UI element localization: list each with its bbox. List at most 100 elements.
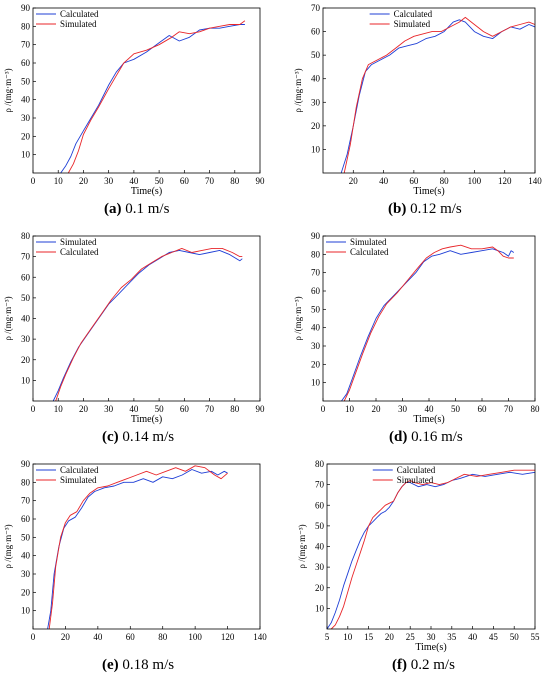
chart-b-plot-frame bbox=[322, 7, 536, 174]
chart-f-y-tick-label: 70 bbox=[315, 480, 325, 490]
caption-f-letter: (f) bbox=[392, 657, 407, 673]
chart-a-x-tick-label: 30 bbox=[104, 176, 114, 186]
caption-e-letter: (e) bbox=[102, 657, 119, 673]
chart-f-y-tick-label: 40 bbox=[315, 542, 325, 552]
chart-d-y-tick-label: 80 bbox=[311, 249, 321, 259]
chart-e-x-tick-label: 20 bbox=[61, 632, 71, 642]
caption-b-letter: (b) bbox=[388, 201, 407, 217]
chart-e-x-tick-label: 100 bbox=[188, 632, 202, 642]
chart-e-legend-label-simulated: Simulated bbox=[60, 475, 97, 485]
chart-e-series-simulated-line bbox=[48, 465, 228, 630]
chart-a-y-tick-label: 10 bbox=[21, 150, 31, 160]
chart-a-y-tick-label: 50 bbox=[21, 76, 31, 86]
chart-c-x-axis-label: Time(s) bbox=[131, 414, 162, 425]
chart-d-legend-label-simulated: Simulated bbox=[350, 237, 387, 247]
chart-panel-a: 0 10 20 30 40 50 60 70 80 90 10 20 30 40 50 60 70 80 90 Tim… bbox=[0, 0, 275, 200]
chart-b-x-tick-label: 20 bbox=[349, 176, 359, 186]
chart-d: 0 10 20 30 40 50 60 70 80 10 20 30 40 50 60 70 80 90 Time(… bbox=[293, 231, 540, 425]
chart-c-x-tick-label: 20 bbox=[79, 404, 89, 414]
chart-c-y-axis-label: ρ /(mg·m⁻³) bbox=[3, 296, 13, 340]
chart-c-plot-frame bbox=[32, 235, 261, 402]
chart-e-series-calculated-line bbox=[47, 469, 228, 630]
chart-e: 0 20 40 60 80 100 120 140 10 20 30 40 50 60 70 80 90 ρ /(… bbox=[3, 459, 267, 642]
chart-a-y-tick-label: 20 bbox=[21, 131, 31, 141]
chart-panel-d: 0 10 20 30 40 50 60 70 80 10 20 30 40 50 60 70 80 90 Time(… bbox=[275, 228, 550, 428]
chart-a-x-tick-label: 10 bbox=[54, 176, 64, 186]
chart-b-y-tick-label: 10 bbox=[311, 144, 321, 154]
chart-e-y-tick-label: 80 bbox=[21, 477, 31, 487]
chart-b-x-tick-label: 120 bbox=[498, 176, 512, 186]
chart-f-x-tick-label: 40 bbox=[468, 632, 478, 642]
caption-f: (f) 0.2 m/s bbox=[392, 657, 455, 674]
chart-c-y-tick-label: 80 bbox=[21, 231, 31, 241]
chart-f-x-tick-label: 50 bbox=[510, 632, 520, 642]
chart-b-y-axis-label: ρ /(mg·m⁻³) bbox=[293, 68, 303, 112]
chart-f-x-tick-label: 20 bbox=[385, 632, 395, 642]
chart-a-legend-label-calculated: Calculated bbox=[60, 9, 99, 19]
caption-d-text: 0.16 m/s bbox=[411, 429, 463, 445]
chart-b-x-axis-label: Time(s) bbox=[413, 186, 444, 197]
chart-a-series-calculated-line bbox=[60, 24, 245, 174]
chart-e-y-tick-label: 30 bbox=[21, 569, 31, 579]
chart-panel-f: 5 10 15 20 25 30 35 40 45 50 55 10 20 30 40 50 60 70 80 Tim… bbox=[275, 456, 550, 656]
chart-b-y-tick-label: 20 bbox=[311, 121, 321, 131]
chart-e-y-tick-label: 60 bbox=[21, 514, 31, 524]
chart-f: 5 10 15 20 25 30 35 40 45 50 55 10 20 30 40 50 60 70 80 Tim… bbox=[297, 459, 541, 653]
chart-c-legend-label-calculated: Calculated bbox=[60, 247, 99, 257]
chart-b-x-tick-label: 40 bbox=[379, 176, 389, 186]
chart-c-y-tick-label: 60 bbox=[21, 272, 31, 282]
chart-b-legend-label-simulated: Simulated bbox=[394, 19, 431, 29]
chart-e-y-tick-label: 70 bbox=[21, 496, 31, 506]
chart-e-y-axis-label: ρ /(mg·m⁻³) bbox=[3, 524, 13, 568]
chart-b-x-tick-label: 140 bbox=[528, 176, 542, 186]
chart-e-x-tick-label: 0 bbox=[31, 632, 36, 642]
chart-d-x-tick-label: 20 bbox=[372, 404, 382, 414]
chart-e-plot-frame bbox=[32, 463, 261, 630]
chart-c-x-tick-label: 80 bbox=[230, 404, 240, 414]
chart-b-x-tick-label: 60 bbox=[409, 176, 419, 186]
chart-a-plot-frame bbox=[32, 7, 261, 174]
chart-f-x-tick-label: 25 bbox=[406, 632, 416, 642]
chart-e-y-tick-label: 90 bbox=[21, 459, 31, 469]
chart-a-x-tick-label: 70 bbox=[205, 176, 215, 186]
chart-d-y-axis-label: ρ /(mg·m⁻³) bbox=[293, 296, 303, 340]
chart-d-y-tick-label: 40 bbox=[311, 323, 321, 333]
chart-d-legend-label-calculated: Calculated bbox=[350, 247, 389, 257]
chart-f-x-tick-label: 5 bbox=[325, 632, 330, 642]
chart-d-x-tick-label: 40 bbox=[425, 404, 435, 414]
chart-b-x-tick-label: 100 bbox=[468, 176, 482, 186]
chart-a-y-axis-label: ρ /(mg·m⁻³) bbox=[3, 68, 13, 112]
chart-f-x-tick-label: 35 bbox=[447, 632, 457, 642]
chart-c-x-tick-label: 40 bbox=[129, 404, 139, 414]
chart-a-x-tick-label: 20 bbox=[79, 176, 89, 186]
chart-f-y-tick-label: 10 bbox=[315, 603, 325, 613]
chart-f-y-tick-label: 20 bbox=[315, 583, 325, 593]
chart-a-y-tick-label: 30 bbox=[21, 113, 31, 123]
chart-b-y-tick-label: 50 bbox=[311, 50, 321, 60]
chart-d-series-calculated-line bbox=[343, 244, 514, 402]
chart-f-x-tick-label: 55 bbox=[531, 632, 541, 642]
chart-a-y-tick-label: 70 bbox=[21, 40, 31, 50]
chart-f-y-tick-label: 80 bbox=[315, 459, 325, 469]
chart-d-x-tick-label: 30 bbox=[398, 404, 408, 414]
chart-b-y-tick-label: 30 bbox=[311, 97, 321, 107]
chart-panel-b: 20 40 60 80 100 120 140 10 20 30 40 50 60 70 Time(s) ρ … bbox=[275, 0, 550, 200]
chart-c-y-tick-label: 30 bbox=[21, 334, 31, 344]
chart-f-x-tick-label: 10 bbox=[343, 632, 353, 642]
chart-e-y-tick-label: 40 bbox=[21, 551, 31, 561]
chart-d-x-tick-label: 70 bbox=[504, 404, 514, 414]
caption-e-text: 0.18 m/s bbox=[122, 657, 175, 673]
chart-c-legend-label-simulated: Simulated bbox=[60, 237, 97, 247]
chart-d-y-tick-label: 30 bbox=[311, 341, 321, 351]
chart-f-y-tick-label: 50 bbox=[315, 521, 325, 531]
chart-a-x-tick-label: 60 bbox=[180, 176, 190, 186]
chart-a-x-tick-label: 80 bbox=[230, 176, 240, 186]
chart-e-y-tick-label: 50 bbox=[21, 532, 31, 542]
chart-c-y-tick-label: 50 bbox=[21, 293, 31, 303]
chart-a-x-axis-label: Time(s) bbox=[131, 186, 162, 197]
chart-panel-c: 0 10 20 30 40 50 60 70 80 90 10 20 30 40 50 60 70 80 Time(… bbox=[0, 228, 275, 428]
chart-d-y-tick-label: 70 bbox=[311, 268, 321, 278]
chart-e-y-tick-label: 10 bbox=[21, 606, 31, 616]
chart-c-x-tick-label: 50 bbox=[155, 404, 165, 414]
chart-f-legend-label-simulated: Simulated bbox=[397, 475, 434, 485]
